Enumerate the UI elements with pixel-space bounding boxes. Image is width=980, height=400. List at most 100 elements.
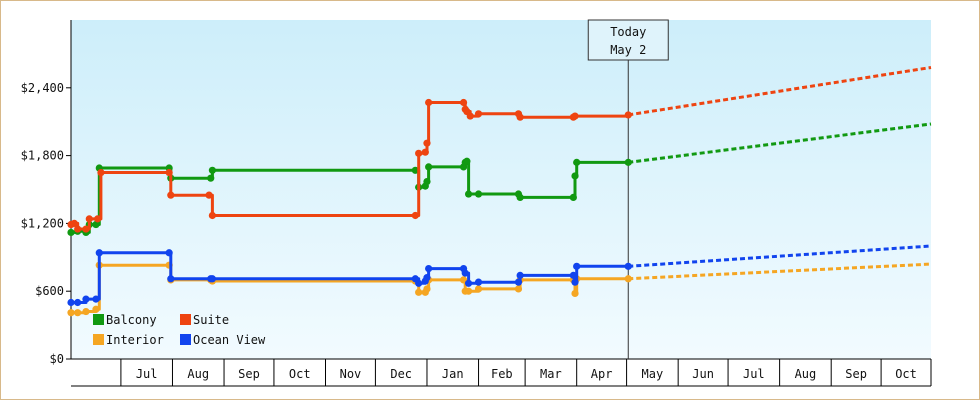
data-point: [415, 288, 423, 296]
legend-swatch: [93, 334, 104, 345]
forecast-line: [628, 65, 932, 117]
data-point: [208, 211, 216, 220]
data-point: [70, 219, 78, 227]
data-point: [464, 287, 473, 295]
data-point: [415, 149, 423, 157]
data-point: [516, 113, 524, 121]
data-point: [423, 139, 431, 147]
x-tick-label: Aug: [187, 367, 209, 381]
data-point: [514, 285, 523, 293]
data-point: [425, 163, 433, 171]
legend-item: Balcony: [93, 313, 157, 327]
data-point: [82, 295, 90, 303]
x-tick-label: Feb: [491, 367, 513, 381]
data-point: [464, 279, 473, 287]
data-point: [411, 166, 419, 174]
data-point: [459, 98, 468, 107]
data-point: [516, 271, 524, 279]
y-tick-label: $2,400: [21, 81, 64, 95]
legend-item: Ocean View: [180, 333, 266, 347]
data-point: [573, 158, 581, 166]
x-tick-label: May: [642, 367, 664, 381]
x-tick-label: Aug: [795, 367, 817, 381]
y-tick-label: $0: [50, 352, 64, 366]
data-point: [94, 215, 102, 223]
data-point: [74, 298, 82, 307]
forecast-line: [628, 122, 932, 164]
legend-swatch: [93, 314, 104, 325]
x-tick-label: Jul: [136, 367, 158, 381]
data-point: [624, 275, 632, 283]
plot-background: [71, 20, 931, 359]
data-point: [82, 225, 90, 233]
today-date: May 2: [610, 43, 646, 57]
data-point: [92, 305, 100, 313]
series-layer: [67, 65, 932, 317]
data-point: [571, 278, 579, 286]
data-point: [67, 298, 75, 307]
x-tick-label: Apr: [591, 367, 613, 381]
data-point: [571, 289, 579, 298]
today-box: [587, 19, 669, 61]
forecast-line: [628, 244, 932, 268]
data-point: [514, 278, 523, 286]
data-point: [74, 225, 82, 233]
data-point: [67, 309, 75, 317]
legend: Balcony Suite Interior Ocean View: [93, 313, 266, 347]
legend-label: Interior: [106, 333, 164, 347]
data-point: [95, 249, 103, 257]
data-point: [82, 307, 90, 316]
forecast-line: [628, 262, 932, 281]
legend-label: Suite: [193, 313, 229, 327]
data-point: [516, 193, 524, 202]
data-point: [474, 190, 483, 198]
data-point: [205, 191, 213, 199]
x-tick-label: Dec: [390, 367, 412, 381]
data-point: [425, 265, 433, 273]
legend-swatch: [180, 314, 191, 325]
data-point: [474, 285, 483, 293]
data-point: [573, 262, 581, 270]
data-point: [67, 228, 75, 237]
data-point: [97, 168, 105, 177]
data-point: [423, 274, 431, 282]
data-point: [624, 111, 632, 119]
data-point: [624, 158, 632, 166]
data-point: [571, 172, 579, 180]
data-point: [423, 285, 431, 293]
x-tick-label: Sep: [845, 367, 867, 381]
data-point: [207, 174, 215, 182]
data-point: [165, 249, 173, 257]
x-tick-label: Jul: [743, 367, 765, 381]
data-point: [74, 309, 82, 317]
data-point: [165, 168, 173, 177]
series-ocean-view: [67, 244, 932, 307]
data-point: [569, 271, 577, 279]
x-tick-label: Oct: [895, 367, 917, 381]
data-point: [411, 211, 419, 220]
data-point: [92, 220, 100, 229]
data-point: [461, 269, 469, 277]
legend-label: Ocean View: [193, 333, 266, 347]
x-tick-label: Jan: [442, 367, 464, 381]
x-tick-label: Oct: [289, 367, 311, 381]
data-point: [167, 191, 175, 199]
data-point: [423, 177, 431, 186]
data-point: [92, 295, 100, 303]
series-balcony: [67, 122, 932, 237]
data-point: [85, 215, 93, 223]
data-point: [425, 98, 433, 107]
legend-item: Suite: [180, 313, 229, 327]
data-point: [474, 110, 483, 118]
data-point: [624, 262, 632, 270]
x-tick-label: Mar: [540, 367, 562, 381]
series-suite: [67, 65, 932, 233]
x-tick-label: Nov: [340, 367, 362, 381]
data-point: [415, 279, 423, 287]
legend-label: Balcony: [106, 313, 157, 327]
today-marker: Today May 2: [587, 19, 669, 359]
data-point: [208, 166, 216, 174]
legend-swatch: [180, 334, 191, 345]
data-point: [571, 112, 579, 120]
